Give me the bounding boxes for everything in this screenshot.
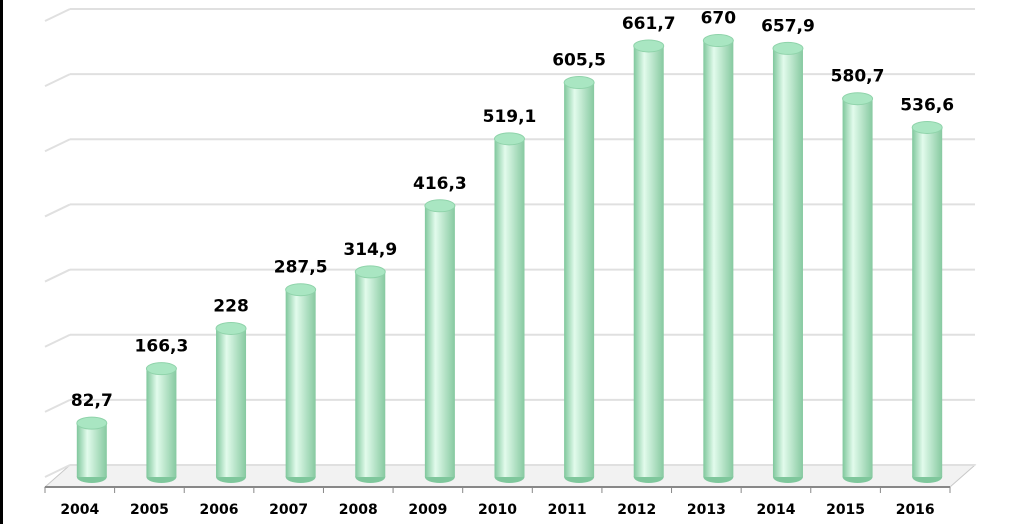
bar — [703, 40, 734, 478]
x-tick-label: 2016 — [896, 502, 935, 518]
value-label: 580,7 — [831, 67, 885, 87]
grid-tick — [44, 73, 71, 88]
value-label: 82,7 — [71, 391, 113, 411]
x-tick-label: 2012 — [617, 502, 656, 518]
bar — [564, 82, 595, 477]
bar-cap — [633, 39, 665, 53]
bar — [912, 127, 943, 478]
value-label: 657,9 — [761, 16, 815, 36]
x-tick-label: 2013 — [687, 502, 726, 518]
bar — [285, 289, 316, 477]
x-tick-label: 2008 — [339, 502, 378, 518]
grid-tick — [44, 203, 71, 218]
bar-cap — [842, 92, 874, 106]
x-tick-label: 2004 — [60, 502, 99, 518]
bar-cap — [911, 120, 943, 134]
bar — [494, 138, 525, 477]
bar — [355, 271, 386, 477]
value-label: 536,6 — [900, 95, 954, 115]
value-label: 416,3 — [413, 174, 467, 194]
x-tick-label: 2014 — [756, 502, 795, 518]
grid-tick — [44, 8, 71, 22]
x-tick-label: 2006 — [200, 502, 239, 518]
value-label: 314,9 — [343, 240, 397, 260]
bar-cap — [772, 41, 804, 55]
x-tick-label: 2010 — [478, 502, 517, 518]
x-tick-label: 2011 — [548, 502, 587, 518]
bar-cap — [424, 199, 456, 213]
grid-tick — [44, 464, 71, 478]
bar-cap — [494, 132, 525, 146]
bar-cap — [285, 283, 317, 297]
grid-tick — [44, 138, 71, 153]
bar-cap — [702, 34, 734, 48]
value-label: 670 — [701, 9, 737, 29]
bar-cap — [145, 362, 177, 376]
grid-tick — [44, 333, 71, 348]
x-tick-label: 2005 — [130, 502, 169, 518]
value-label: 287,5 — [274, 258, 328, 278]
value-label: 605,5 — [552, 51, 606, 71]
bar — [76, 423, 107, 477]
x-tick-label: 2015 — [826, 502, 865, 518]
value-label: 166,3 — [135, 337, 189, 357]
bar-cap — [354, 265, 386, 279]
bar — [216, 328, 247, 477]
bar — [842, 98, 873, 478]
left-border — [0, 0, 3, 524]
x-tick-label: 2007 — [269, 502, 308, 518]
bar-cap — [76, 416, 108, 430]
x-tick-label: 2009 — [408, 502, 447, 518]
grid-tick — [44, 398, 71, 413]
bar-cap — [563, 76, 595, 90]
bar — [772, 48, 803, 478]
bar — [424, 205, 455, 477]
value-label: 661,7 — [622, 14, 676, 34]
bar-cap — [215, 321, 247, 335]
bar — [633, 45, 664, 478]
value-label: 228 — [213, 296, 249, 316]
grid-tick — [44, 268, 71, 283]
value-label: 519,1 — [483, 107, 537, 127]
bar — [146, 368, 177, 477]
